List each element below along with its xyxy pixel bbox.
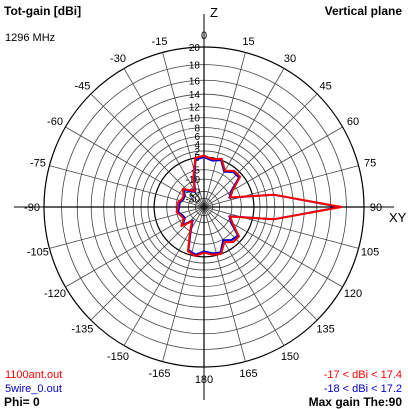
z-axis-label: Z [210,5,218,20]
radial-tick-label: 18 [189,61,201,72]
angle-label: 0 [201,30,207,42]
angle-label: -150 [107,351,129,363]
angle-label: 30 [284,53,296,65]
angle-labels: 0 15 30 45 60 75 90 105 120 135 150 165 180 -165 -150 -… [24,5,407,386]
grid-spoke [203,165,359,208]
polar-grid [14,14,394,400]
angle-label: -60 [47,116,63,128]
grid-spoke [203,52,246,208]
angle-label: 135 [316,324,334,336]
angle-label: -105 [27,247,49,259]
grid-spoke [49,165,205,208]
grid-spoke [203,126,343,208]
radial-tick-label: 12 [189,103,201,114]
gain-trace-1 [175,154,343,258]
radial-tick-label: 8 [194,124,200,135]
grid-spoke [203,206,318,321]
grid-spoke [203,206,359,249]
radial-tick-label: 4 [194,140,200,151]
radial-tick-label: 10 [189,114,201,125]
xy-axis-label: XY [389,210,407,225]
radial-tick-label: 20 [189,43,201,54]
angle-label: -30 [110,53,126,65]
angle-label: -165 [148,368,170,380]
angle-label: 105 [361,247,379,259]
angle-label: 15 [242,36,254,48]
frequency-label: 1296 MHz [5,32,56,44]
angle-label: -135 [71,324,93,336]
radial-tick-label: -30 [186,194,201,205]
plane-label: Vertical plane [324,4,402,18]
angle-label: -45 [74,80,90,92]
series-2-range: -18 < dBi < 17.2 [323,383,402,395]
angle-label: 60 [347,116,359,128]
grid-spoke [162,206,205,362]
series-2-name: 5wire_0.out [5,383,62,395]
grid-spoke [203,206,285,346]
radial-tick-label: 6 [194,132,200,143]
angle-label: 90 [370,202,382,214]
max-gain-label: Max gain The:90 [308,395,402,409]
gain-trace-2 [177,156,341,256]
radial-tick-label: -5 [191,166,200,177]
grid-spoke [65,206,205,288]
angle-label: 165 [239,368,257,380]
angle-label: 45 [319,80,331,92]
angle-label: 75 [364,158,376,170]
chart-title: Tot-gain [dBi] [4,4,82,18]
grid-spoke [162,52,205,208]
grid-spoke [203,206,343,288]
angle-label: -15 [152,36,168,48]
angle-label: 150 [281,351,299,363]
radial-tick-label: -20 [186,187,201,198]
angle-label: -90 [24,202,40,214]
grid-spoke [203,93,318,208]
gain-traces [175,154,343,258]
angle-label: -75 [30,158,46,170]
radial-tick-label: 2 [194,147,200,158]
grid-spoke [65,126,205,208]
angle-label: -120 [44,288,66,300]
grid-spoke [90,93,205,208]
radial-tick-label: 14 [189,90,201,101]
grid-spoke [90,206,205,321]
angle-label: 180 [195,374,213,386]
grid-spoke [123,68,205,208]
series-1-name: 1100ant.out [5,369,63,381]
grid-spoke [203,206,246,362]
series-1-range: -17 < dBi < 17.4 [323,369,402,381]
radial-tick-label: 16 [189,76,201,87]
phi-label: Phi= 0 [4,395,40,409]
angle-label: 120 [344,288,362,300]
grid-spoke [203,68,285,208]
